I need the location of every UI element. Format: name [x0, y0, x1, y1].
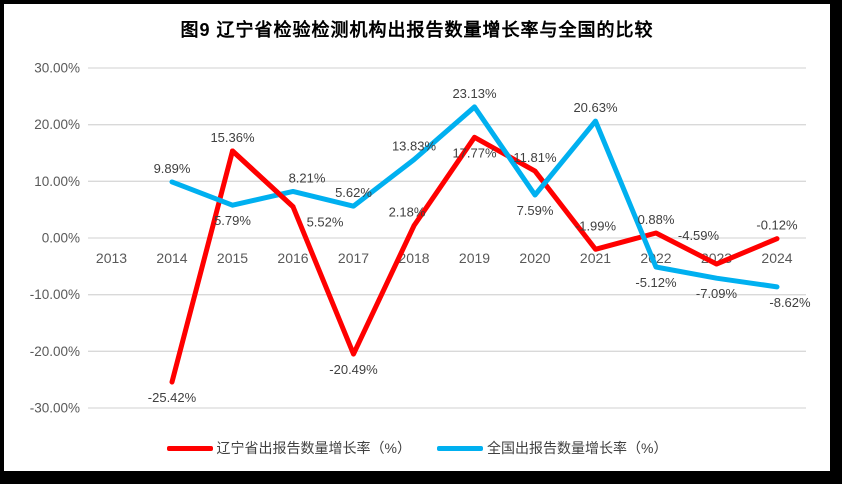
x-axis-tick-label: 2024: [761, 250, 792, 266]
x-axis-tick-label: 2015: [217, 250, 248, 266]
data-label: 5.62%: [335, 185, 372, 200]
data-label: 23.13%: [452, 86, 497, 101]
y-axis-tick-label: -30.00%: [30, 401, 80, 416]
chart-title: 图9 辽宁省检验检测机构出报告数量增长率与全国的比较: [180, 20, 654, 40]
x-axis-tick-label: 2014: [156, 250, 187, 266]
data-label: 9.89%: [154, 161, 191, 176]
data-label: 2.18%: [389, 205, 426, 220]
data-label: 5.52%: [307, 215, 344, 230]
x-axis-tick-label: 2016: [277, 250, 308, 266]
y-axis-tick-label: -20.00%: [30, 344, 80, 359]
data-label: 0.88%: [638, 212, 675, 227]
data-label: -4.59%: [678, 228, 720, 243]
legend-label: 辽宁省出报告数量增长率（%）: [216, 440, 411, 456]
data-label: -5.12%: [635, 275, 677, 290]
data-label: 20.63%: [573, 100, 618, 115]
y-axis-tick-label: 0.00%: [42, 231, 80, 246]
data-label: -20.49%: [329, 362, 378, 377]
data-label: 17.77%: [452, 145, 497, 160]
data-label: -1.99%: [575, 218, 617, 233]
data-label: 13.83%: [392, 139, 437, 154]
data-label: -25.42%: [148, 390, 197, 405]
y-axis-tick-label: 30.00%: [34, 60, 80, 75]
x-axis-tick-label: 2019: [459, 250, 490, 266]
data-label: -8.62%: [769, 295, 811, 310]
x-axis-tick-label: 2020: [519, 250, 550, 266]
data-label: 15.36%: [210, 130, 255, 145]
series-line-1: [169, 104, 780, 290]
legend-item: 辽宁省出报告数量增长率（%）: [166, 438, 411, 458]
line-chart: 30.00% 20.00% 10.00% 0.00% -10.00% -20.00% -30…: [30, 60, 811, 416]
data-label: -0.12%: [756, 218, 798, 233]
data-label: 7.59%: [517, 203, 554, 218]
y-axis-tick-label: 20.00%: [34, 117, 80, 132]
legend-item: 全国出报告数量增长率（%）: [437, 438, 667, 458]
legend-swatch: [166, 445, 213, 451]
data-label: -7.09%: [696, 286, 738, 301]
data-label: 8.21%: [289, 170, 326, 185]
x-axis-tick-label: 2013: [96, 250, 127, 266]
series-overlay-segment: [230, 148, 296, 210]
legend-swatch: [437, 445, 483, 451]
x-axis-tick-label: 2017: [338, 250, 369, 266]
legend-label: 全国出报告数量增长率（%）: [487, 440, 668, 456]
x-axis-tick-label: 2018: [398, 250, 429, 266]
data-label: 11.81%: [513, 150, 557, 165]
chart-legend: 辽宁省出报告数量增长率（%） 全国出报告数量增长率（%）: [4, 438, 830, 458]
y-axis-tick-label: -10.00%: [30, 287, 80, 302]
data-label: 5.79%: [214, 213, 251, 228]
x-axis-tick-label: 2021: [580, 250, 611, 266]
y-axis-tick-label: 10.00%: [34, 174, 80, 189]
